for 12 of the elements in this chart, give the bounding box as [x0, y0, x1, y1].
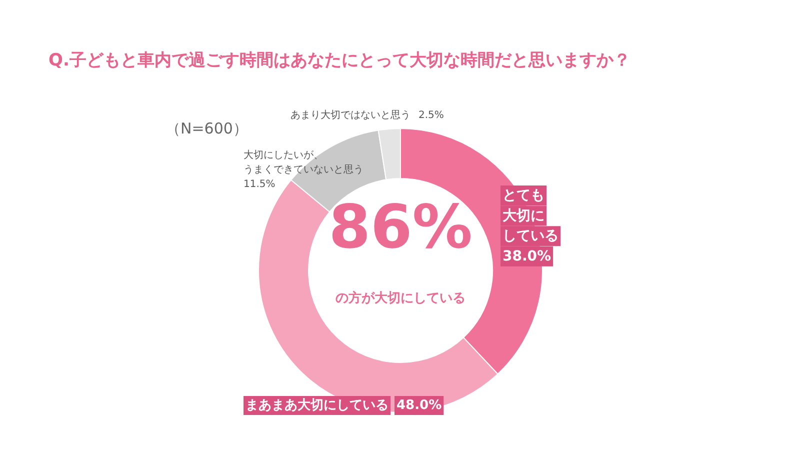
data-label: 38.0%: [502, 248, 552, 264]
text: （N=600）: [166, 120, 248, 138]
chart-title: Q.子どもと車内で過ごす時間はあなたにとって大切な時間だと思いますか？: [48, 50, 630, 70]
slice-label: 大切にしたいが、うまくできていないと思う: [244, 149, 364, 176]
data-label: 2.5%: [418, 110, 444, 121]
data-label: 11.5%: [244, 179, 276, 190]
data-label: 48.0%: [396, 398, 442, 413]
text: の方が大切にしている: [336, 290, 466, 306]
text: 86%: [328, 192, 472, 262]
slice-label: まあまあ大切にしている: [246, 398, 388, 413]
slice-label: とても大切にしている: [502, 188, 558, 244]
slice-label: あまり大切ではないと思う: [290, 109, 410, 121]
